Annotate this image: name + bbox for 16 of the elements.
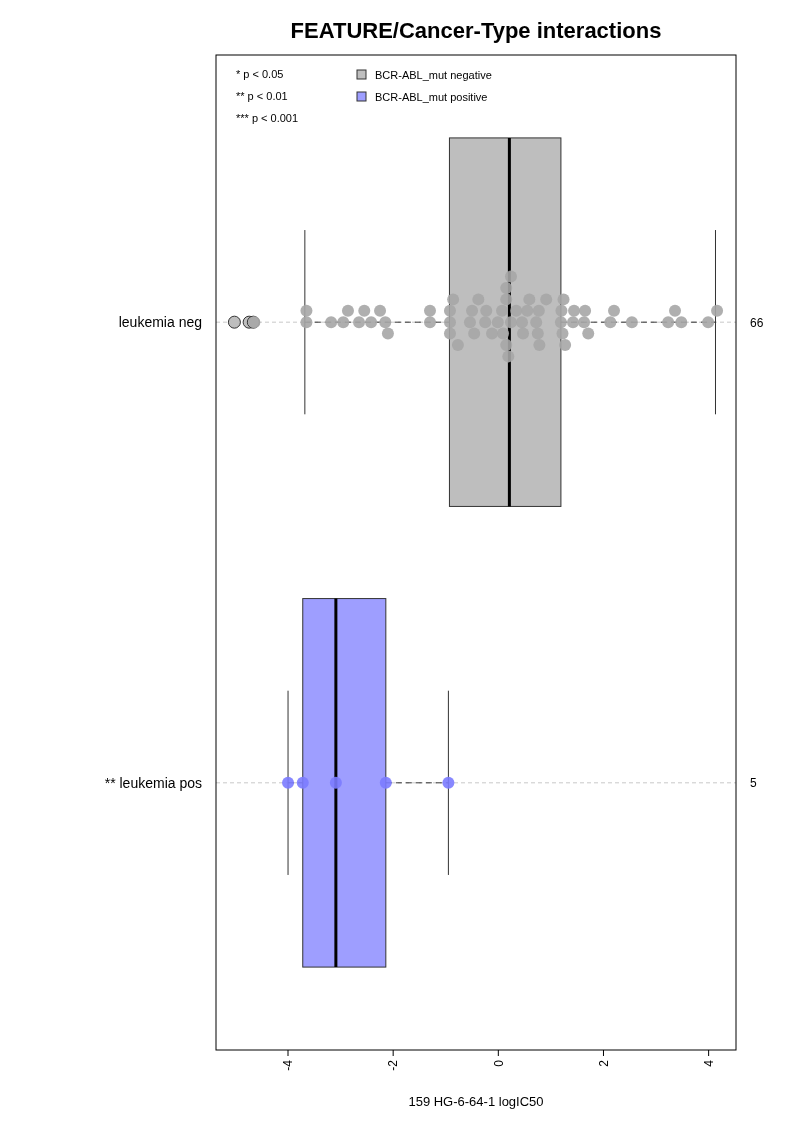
x-tick-label: 4 [701,1059,716,1067]
annotation: * p < 0.05 [236,68,284,80]
y2-tick-label: 5 [750,776,757,791]
y2-tick-label: 66 [750,315,764,330]
x-axis-title: 159 HG-6-64-1 logIC50 [408,1094,544,1109]
annotation: ** p < 0.01 [236,90,288,102]
legend-label: BCR-ABL_mut negative [375,69,492,81]
annotation: *** p < 0.001 [236,112,299,124]
chart-title: FEATURE/Cancer-Type interactions [290,18,662,43]
legend-label: BCR-ABL_mut positive [375,91,488,103]
x-tick-label: -2 [386,1059,401,1071]
x-tick-label: 0 [491,1059,506,1067]
x-tick-label: -4 [281,1059,296,1071]
x-tick-label: 2 [596,1059,611,1067]
y-tick-label: leukemia neg [118,314,202,331]
y-tick-label: ** leukemia pos [104,774,202,791]
